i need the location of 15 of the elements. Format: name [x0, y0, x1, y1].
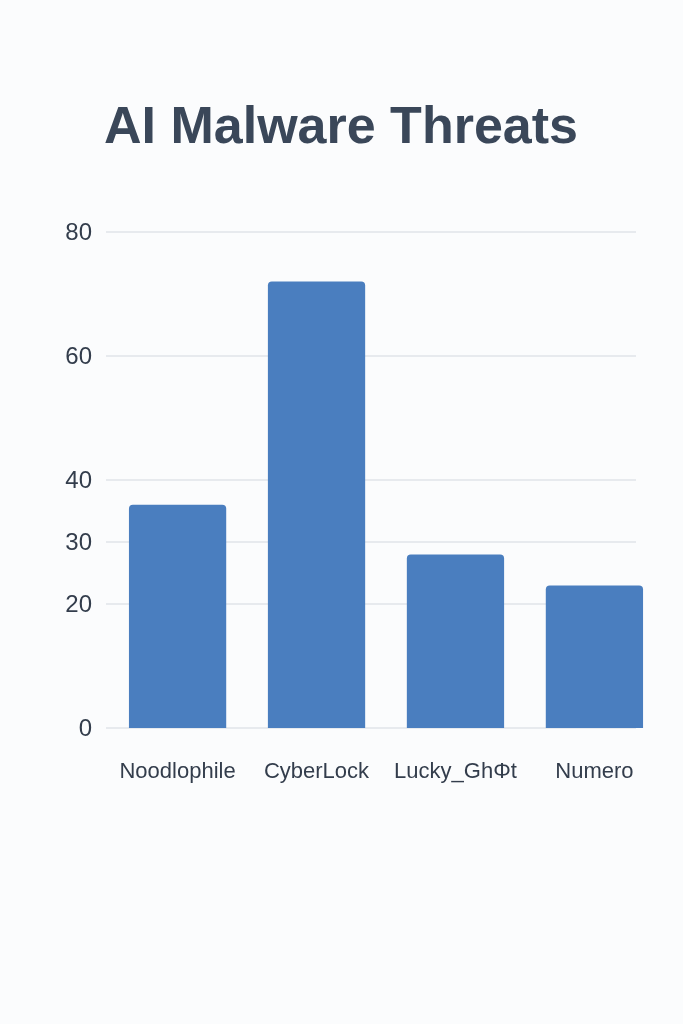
x-tick-label: Noodlophile [119, 758, 236, 783]
y-tick-label: 60 [65, 342, 92, 369]
bar [406, 554, 505, 728]
bar [128, 504, 227, 728]
y-tick-label: 20 [65, 590, 92, 617]
y-tick-label: 30 [65, 528, 92, 555]
bar [267, 281, 366, 728]
x-tick-label: Numero [555, 758, 634, 783]
x-tick-label: CyberLock [263, 758, 371, 783]
bar [545, 585, 644, 728]
y-tick-label: 80 [65, 218, 92, 245]
y-tick-label: 0 [78, 714, 92, 741]
x-tick-label: Lucky_GhΦt [394, 758, 517, 783]
chart-title: AI Malware Threats [104, 96, 578, 154]
y-tick-label: 40 [65, 466, 92, 493]
